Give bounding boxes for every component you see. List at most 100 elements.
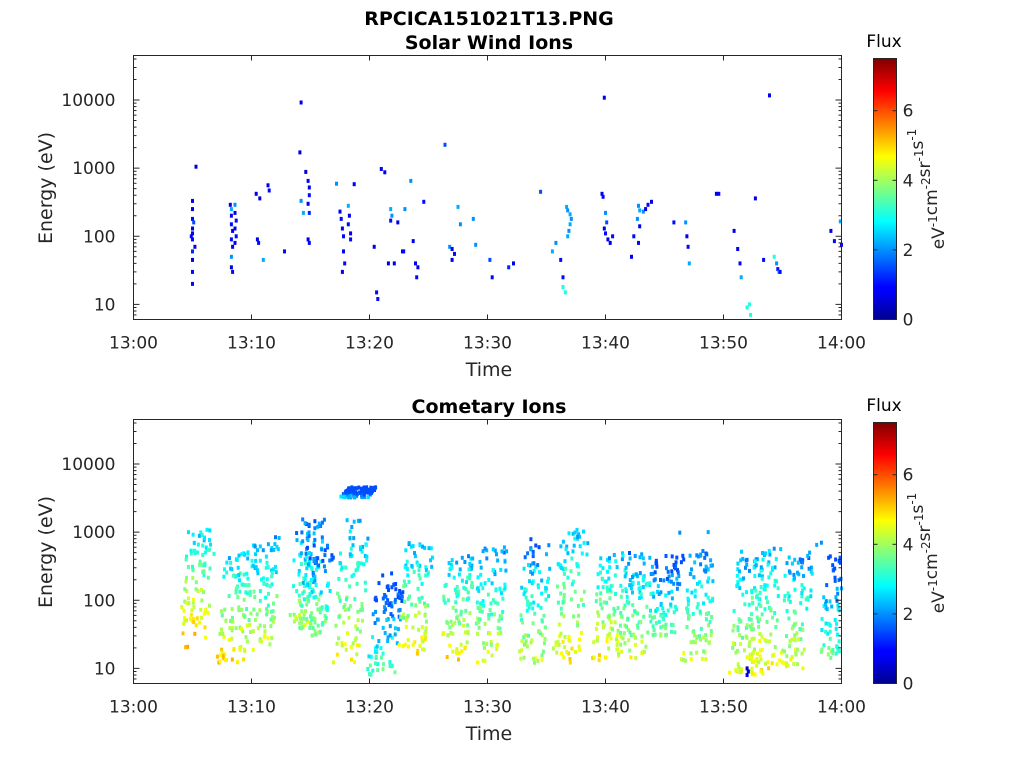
flux-cell: [566, 551, 570, 556]
flux-cell: [457, 572, 461, 577]
flux-cell: [686, 602, 690, 607]
flux-cell: [191, 532, 195, 537]
flux-cell: [714, 191, 718, 196]
flux-cell: [703, 555, 707, 560]
flux-cell: [292, 558, 296, 563]
flux-cell: [616, 606, 620, 610]
flux-cell: [255, 612, 259, 617]
flux-cell: [223, 652, 227, 657]
flux-cell: [815, 542, 819, 547]
flux-cell: [383, 631, 387, 635]
flux-cell: [298, 621, 302, 626]
flux-cell: [272, 567, 276, 572]
flux-cell: [750, 666, 754, 671]
flux-cell: [586, 541, 590, 546]
flux-cell: [628, 578, 632, 583]
unit-base: sr: [915, 161, 935, 177]
flux-cell: [271, 619, 275, 624]
flux-cell: [260, 639, 263, 644]
flux-cell: [491, 598, 495, 603]
flux-cell: [298, 581, 302, 586]
flux-cell: [736, 628, 740, 633]
flux-cell: [790, 561, 794, 566]
unit-base: sr: [915, 525, 935, 541]
flux-cell: [326, 543, 329, 548]
flux-cell: [746, 655, 750, 660]
flux-cell: [248, 622, 252, 627]
flux-cell: [396, 592, 400, 597]
flux-cell: [748, 302, 751, 307]
flux-cell: [270, 546, 274, 550]
flux-cell: [304, 573, 308, 577]
flux-cell: [256, 548, 259, 553]
flux-cell: [592, 655, 596, 660]
flux-cell: [307, 185, 311, 190]
flux-cell: [222, 574, 226, 579]
flux-cell: [532, 600, 536, 605]
flux-cell: [560, 611, 563, 616]
flux-cell: [562, 582, 566, 586]
flux-cell: [244, 583, 248, 588]
flux-cell: [386, 635, 390, 640]
flux-cell: [766, 600, 769, 605]
flux-cell: [599, 602, 603, 607]
flux-cell: [314, 632, 318, 637]
flux-cell: [787, 569, 791, 574]
flux-cell: [308, 626, 312, 630]
flux-cell: [785, 634, 788, 639]
flux-cell: [707, 576, 711, 581]
flux-cell: [561, 639, 565, 644]
flux-cell: [670, 554, 674, 559]
flux-cell: [347, 494, 351, 499]
flux-cell: [182, 608, 186, 613]
flux-cell: [615, 633, 619, 638]
flux-cell: [540, 619, 544, 624]
flux-cell: [357, 643, 361, 648]
flux-cell: [260, 577, 263, 582]
flux-cell: [229, 213, 233, 218]
flux-cell: [469, 556, 473, 561]
flux-cell: [550, 249, 554, 254]
flux-cell: [759, 585, 763, 589]
flux-cell: [774, 557, 778, 561]
flux-cell: [694, 640, 697, 645]
flux-cell: [596, 621, 599, 626]
flux-cell: [608, 588, 612, 592]
flux-cell: [624, 565, 628, 570]
x-tick-label: 13:30: [463, 334, 512, 354]
flux-cell: [496, 558, 500, 563]
flux-cell: [734, 668, 738, 673]
flux-cell: [348, 489, 352, 494]
flux-cell: [672, 220, 676, 225]
flux-cell: [788, 599, 792, 604]
flux-cell: [476, 575, 480, 580]
flux-cell: [305, 583, 309, 588]
flux-cell: [371, 668, 375, 673]
flux-cell: [379, 167, 383, 171]
flux-cell: [748, 568, 751, 573]
flux-cell: [488, 631, 492, 635]
flux-cell: [381, 651, 385, 656]
flux-cell: [612, 553, 616, 557]
flux-cell: [323, 553, 327, 558]
cometary-flux-cells: [180, 485, 843, 677]
flux-cell: [292, 584, 295, 589]
flux-cell: [545, 552, 548, 557]
flux-cell: [775, 261, 779, 266]
flux-cell: [619, 594, 623, 599]
flux-cell: [766, 660, 770, 665]
flux-cell: [582, 589, 586, 594]
flux-cell: [220, 627, 223, 632]
flux-cell: [828, 636, 832, 641]
flux-cell: [390, 663, 394, 668]
flux-cell: [827, 555, 831, 560]
flux-cell: [757, 597, 761, 602]
flux-cell: [662, 617, 666, 622]
flux-cell: [537, 545, 541, 550]
flux-cell: [608, 596, 612, 601]
flux-cell: [778, 658, 782, 663]
flux-cell: [757, 573, 761, 578]
flux-cell: [795, 647, 799, 652]
flux-cell: [394, 587, 398, 592]
flux-cell: [758, 590, 762, 595]
